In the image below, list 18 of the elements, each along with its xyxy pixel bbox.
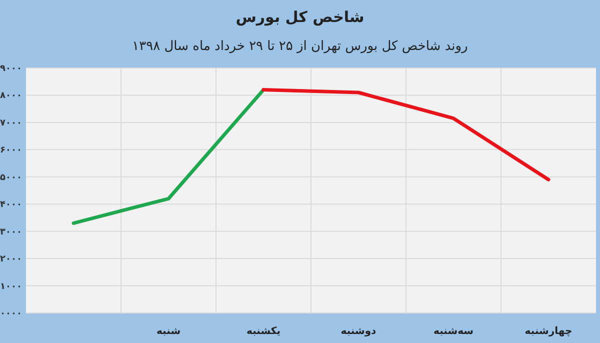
x-tick-label: شنبه <box>156 326 181 337</box>
y-tick-label: ۷۰۰۰ <box>0 118 22 128</box>
y-tick-label: ۲۰۰۰ <box>0 254 22 265</box>
y-tick-label: ۳۰۰۰ <box>0 227 22 238</box>
x-tick-label: یکشنبه <box>246 326 281 337</box>
y-tick-label: ۹۰۰۰ <box>0 64 22 74</box>
x-tick-label: دوشنبه <box>340 326 376 337</box>
x-tick-label: سه‌شنبه <box>434 326 474 337</box>
y-tick-label: ۶۰۰۰ <box>0 146 22 156</box>
chart-subtitle: روند شاخص کل بورس تهران از ۲۵ تا ۲۹ خرداد ماه سال ۱۳۹۸ <box>132 39 468 54</box>
y-tick-label: ۰۰۰۰ <box>0 309 22 319</box>
y-tick-label: ۱۰۰۰ <box>0 282 22 292</box>
y-tick-label: ۵۰۰۰ <box>0 172 22 183</box>
chart-title: شاخص کل بورس <box>236 8 364 26</box>
y-tick-label: ۴۰۰۰ <box>0 200 22 210</box>
line-series <box>262 88 550 182</box>
x-tick-label: چهارشنبه <box>524 326 572 337</box>
y-tick-label: ۸۰۰۰ <box>0 91 22 102</box>
